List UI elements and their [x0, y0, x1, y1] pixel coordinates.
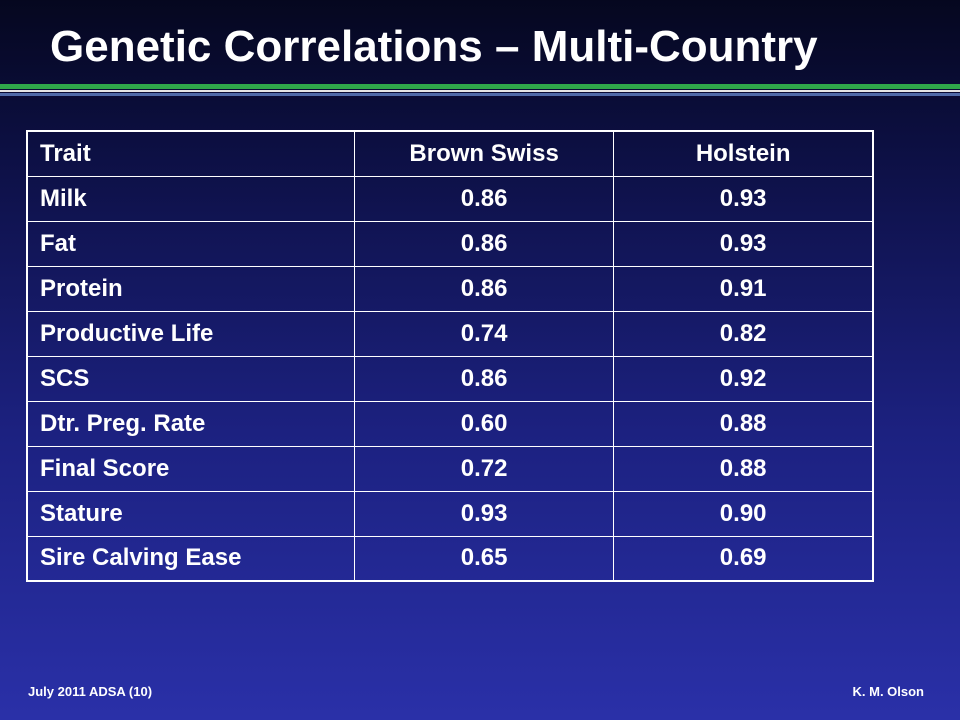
trait-cell: Final Score [26, 445, 355, 492]
trait-cell: Milk [26, 175, 355, 222]
brown-swiss-cell: 0.72 [353, 445, 615, 492]
brown-swiss-cell: 0.86 [353, 175, 615, 222]
trait-cell: Productive Life [26, 310, 355, 357]
brown-swiss-cell: 0.93 [353, 490, 615, 537]
slide-title: Genetic Correlations – Multi-Country [50, 22, 818, 71]
trait-cell: Fat [26, 220, 355, 267]
brown-swiss-cell: 0.86 [353, 265, 615, 312]
trait-cell: Sire Calving Ease [26, 535, 355, 582]
holstein-cell: 0.90 [613, 490, 874, 537]
table-row: Protein 0.86 0.91 [26, 265, 874, 312]
title-divider-green [0, 84, 960, 89]
table-row: Dtr. Preg. Rate 0.60 0.88 [26, 400, 874, 447]
holstein-cell: 0.69 [613, 535, 874, 582]
table-header-row: Trait Brown Swiss Holstein [26, 130, 874, 177]
holstein-cell: 0.82 [613, 310, 874, 357]
holstein-cell: 0.93 [613, 175, 874, 222]
trait-cell: SCS [26, 355, 355, 402]
title-divider-blue [0, 93, 960, 96]
header-holstein: Holstein [613, 130, 874, 177]
holstein-cell: 0.91 [613, 265, 874, 312]
footer-date-label: July 2011 ADSA (10) [28, 684, 153, 699]
table-row: Productive Life 0.74 0.82 [26, 310, 874, 357]
table-row: Milk 0.86 0.93 [26, 175, 874, 222]
table-row: Sire Calving Ease 0.65 0.69 [26, 535, 874, 582]
footer-author: K. M. Olson [852, 684, 925, 699]
holstein-cell: 0.93 [613, 220, 874, 267]
table-row: Stature 0.93 0.90 [26, 490, 874, 537]
header-brown-swiss: Brown Swiss [353, 130, 615, 177]
table-row: Final Score 0.72 0.88 [26, 445, 874, 492]
trait-cell: Protein [26, 265, 355, 312]
correlation-table: Trait Brown Swiss Holstein Milk 0.86 0.9… [26, 130, 874, 582]
header-trait: Trait [26, 130, 355, 177]
holstein-cell: 0.88 [613, 445, 874, 492]
trait-cell: Dtr. Preg. Rate [26, 400, 355, 447]
holstein-cell: 0.92 [613, 355, 874, 402]
brown-swiss-cell: 0.60 [353, 400, 615, 447]
trait-cell: Stature [26, 490, 355, 537]
holstein-cell: 0.88 [613, 400, 874, 447]
brown-swiss-cell: 0.74 [353, 310, 615, 357]
brown-swiss-cell: 0.65 [353, 535, 615, 582]
table-row: Fat 0.86 0.93 [26, 220, 874, 267]
brown-swiss-cell: 0.86 [353, 220, 615, 267]
table-row: SCS 0.86 0.92 [26, 355, 874, 402]
brown-swiss-cell: 0.86 [353, 355, 615, 402]
title-divider-white [0, 90, 960, 92]
